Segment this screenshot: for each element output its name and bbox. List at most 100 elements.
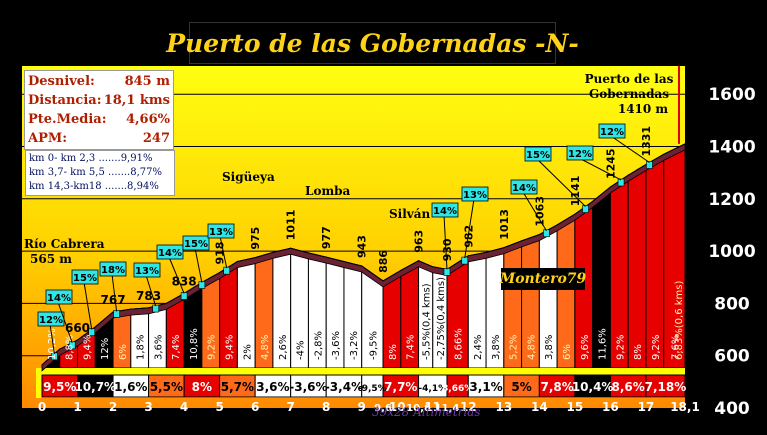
x-tick-label: 0 [38,400,46,414]
altitude-label: 977 [320,226,333,249]
grade-box [566,145,594,161]
km-average-label: 10,7% [74,380,116,394]
chart-title: Puerto de las Gobernadas -N- [166,28,579,58]
grade-box-label: 14% [47,293,71,304]
steep-marker [152,304,159,313]
grade-box-label: 13% [463,190,487,201]
x-tick-label: 15 [567,400,584,414]
grade-box-label: 12% [568,149,592,160]
grade-connector [522,191,547,232]
steep-marker [582,205,589,213]
x-tick-label: 6 [251,400,259,414]
place-sub: 1410 m [618,102,669,116]
x-tick-label: 18,1 [670,400,700,414]
km-average-label: 1,6% [114,380,147,394]
km-average-label: 5% [511,380,531,394]
segment-grade-label: -3,6% [331,331,342,360]
altitude-label: 660 [65,321,90,335]
stat-value: 247 [142,131,170,146]
segment-grade-label: 6% [118,344,129,360]
x-tick-label: 14 [531,400,548,414]
place-sub: 565 m [30,252,72,266]
x-tick-label: 7 [286,400,294,414]
km-average-label: 8,6% [612,380,645,394]
segment-grade-label: 2% [242,344,253,360]
altitude-label: 1063 [533,196,546,227]
grade-box [99,261,127,277]
author-watermark: Montero79 [499,271,587,287]
altitude-label: 886 [377,250,390,273]
segment-grade-label: 5,2% [509,335,520,360]
x-tick-label: 17 [638,400,655,414]
sectors-panel: km 0- km 2,3 .......9,91% km 3,7- km 5,5… [25,150,175,196]
grade-box-label: 14% [158,248,182,259]
altitude-label: 963 [413,230,426,253]
stat-label: Desnivel: [28,74,95,89]
grade-box-label: 15% [526,150,550,161]
place-name: Puerto de las [585,72,674,86]
km-average-label: 7,18% [645,380,687,394]
sector-row: km 3,7- km 5,5 .......8,77% [29,167,163,178]
grade-connector [83,281,93,330]
segment-grade-label: 7,4% [171,335,182,360]
profile-line [41,143,686,366]
km-average-label: 10,4% [572,380,614,394]
segment-grade-label: 10,8% [189,328,200,360]
km-average-label: -4,1% [418,384,447,394]
y-tick-label: 800 [714,294,750,314]
km-average-label: 5,7% [221,380,254,394]
segment-grade-label: 9,2% [651,335,662,360]
grade-connector [443,214,448,270]
stats-panel: Desnivel: 845 m Distancia: 18,1 kms Pte.Me… [24,70,174,150]
km-average-label: 3,1% [469,380,502,394]
grade-box [71,269,99,285]
y-tick-label: 600 [714,347,750,367]
x-tick-label: 9 [358,400,366,414]
grade-box-label: 13% [209,227,233,238]
stat-value: 4,66% [125,112,170,127]
stat-value: 845 m [124,74,170,89]
stat-label: APM: [28,131,68,146]
segment-grade-label: 9,4% [225,335,236,360]
stat-label: Distancia: [28,93,102,108]
segment-grade-label: -9,5% [368,331,379,360]
grade-box [133,262,161,278]
steep-marker [617,178,625,187]
grade-box [182,235,210,251]
altitude-label: 767 [101,293,126,307]
altitude-label: 943 [356,235,369,258]
sector-row: km 14,3-km18 .......8,94% [29,181,159,192]
place-name: Sigüeya [222,170,275,184]
x-tick-label: 16 [602,400,619,414]
grade-connector [219,235,228,269]
segment-grade-label: 9,2% [615,335,626,360]
x-tick-label: 11 [424,400,441,414]
altitude-label: 1011 [285,210,298,241]
altitude-label: 1141 [569,176,582,207]
profile-segment [627,163,647,369]
grade-box [431,202,459,218]
grade-connector [536,158,586,207]
steep-marker [198,281,206,289]
grade-connector [578,157,622,181]
watermark-box: Montero79 [499,268,587,290]
grade-connector [49,323,55,354]
segment-grade-label: -2,8% [313,331,324,360]
y-tick-label: 400 [714,399,750,419]
grade-connector [57,301,73,343]
grade-box-label: 14% [512,183,536,194]
grade-box-label: 14% [433,206,457,217]
y-tick-label: 1000 [708,242,755,262]
stat-row: Pte.Media: 4,66% [28,110,170,129]
stat-label: Pte.Media: [28,112,107,127]
sector-row: km 0- km 2,3 .......9,91% [29,153,153,164]
segment-grade-label: 3,8% [491,335,502,360]
segment-grade-label: 12% [100,338,111,360]
segment-grade-label: 4,8% [260,335,271,360]
x-tick-label: 1 [73,400,81,414]
segment-grade-label: 6% [562,344,573,360]
x-tick-label: 3 [144,400,152,414]
stat-value: 18,1 kms [103,93,170,108]
km-average-cell [645,374,686,398]
